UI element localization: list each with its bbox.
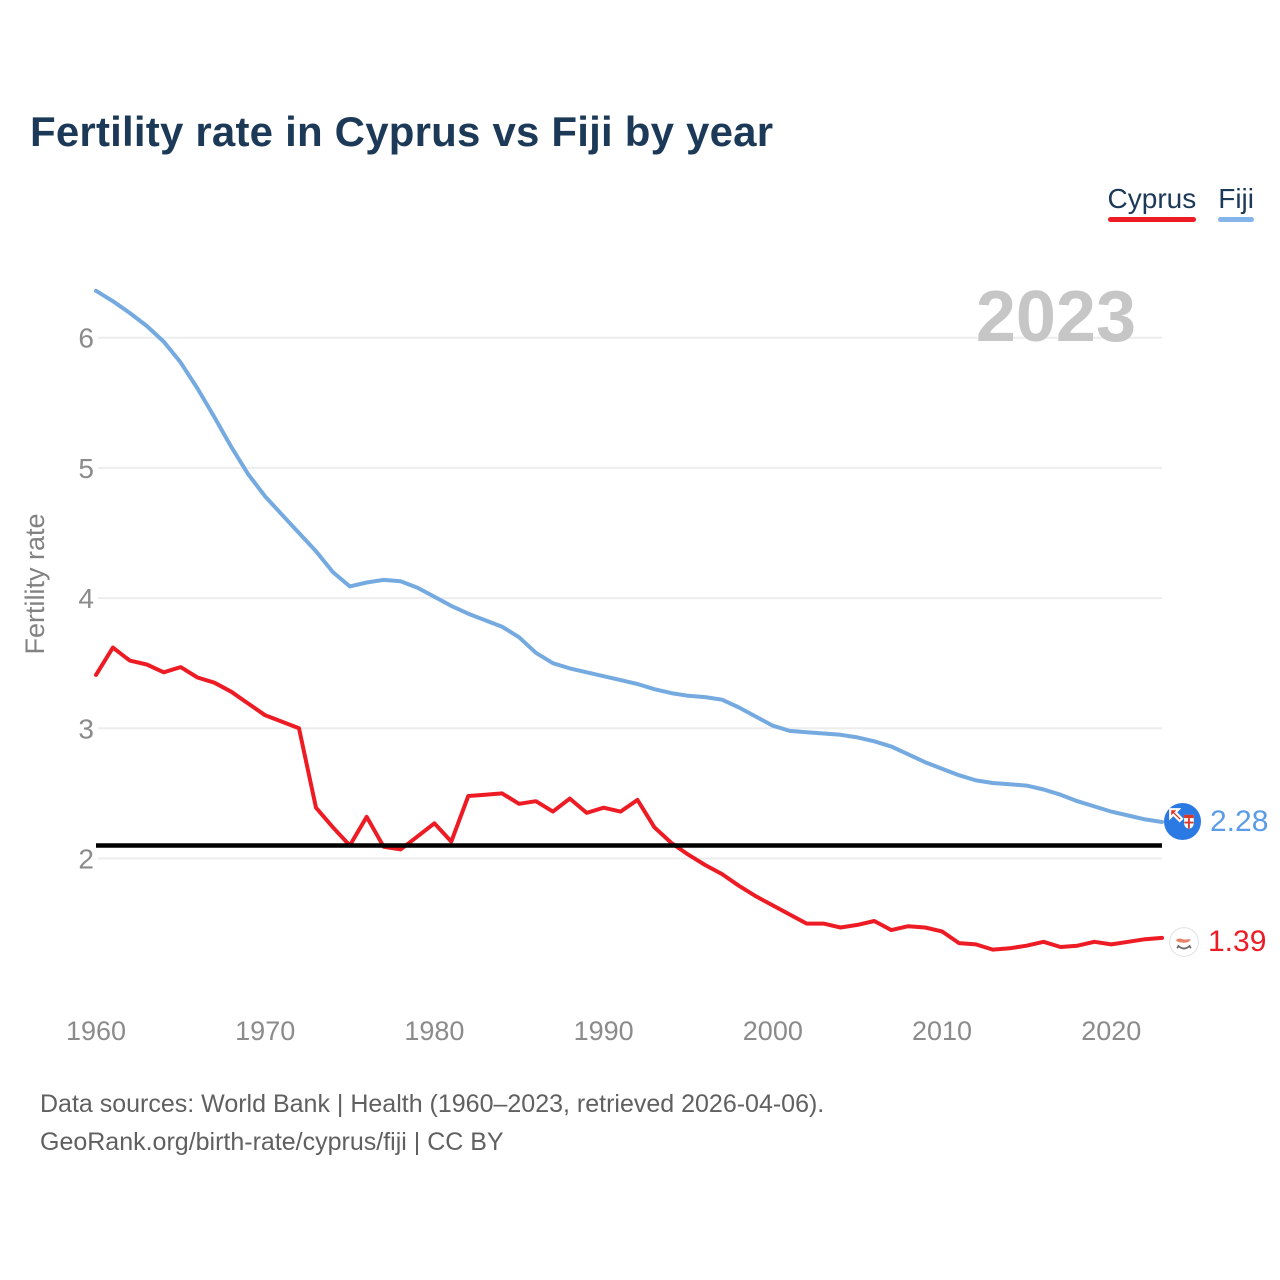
x-tick-label: 2000 — [743, 1016, 803, 1046]
y-tick-label: 3 — [78, 713, 94, 744]
fiji-flag-icon — [1164, 803, 1201, 840]
legend-label-fiji: Fiji — [1218, 183, 1254, 214]
x-tick-label: 1970 — [235, 1016, 295, 1046]
x-tick-label: 1960 — [66, 1016, 126, 1046]
cyprus-flag-icon — [1169, 927, 1199, 957]
page-title: Fertility rate in Cyprus vs Fiji by year — [30, 108, 774, 155]
legend-item-fiji[interactable]: Fiji — [1218, 183, 1254, 223]
legend-item-cyprus[interactable]: Cyprus — [1107, 183, 1197, 223]
y-tick-label: 5 — [78, 453, 94, 484]
data-source-line1: Data sources: World Bank | Health (1960–… — [40, 1090, 825, 1118]
watermark-year: 2023 — [976, 277, 1136, 357]
legend-label-cyprus: Cyprus — [1107, 183, 1197, 214]
series-line-fiji — [94, 288, 1164, 824]
end-label-cyprus: 1.39 — [1169, 925, 1266, 959]
chart-legend: Cyprus Fiji — [1107, 183, 1254, 223]
y-tick-label: 4 — [78, 583, 94, 614]
data-source-note: Data sources: World Bank | Health (1960–… — [40, 1085, 824, 1161]
x-tick-label: 2010 — [912, 1016, 972, 1046]
x-tick-label: 1990 — [574, 1016, 634, 1046]
y-axis-title: Fertility rate — [20, 513, 50, 654]
x-tick-label: 2020 — [1081, 1016, 1141, 1046]
y-tick-label: 6 — [78, 323, 94, 354]
fiji-latest-value: 2.28 — [1210, 804, 1269, 838]
data-source-line2: GeoRank.org/birth-rate/cyprus/fiji | CC … — [40, 1128, 504, 1156]
end-label-fiji: 2.28 — [1164, 803, 1268, 840]
x-tick-label: 1980 — [404, 1016, 464, 1046]
y-tick-label: 2 — [78, 844, 94, 875]
legend-underline-cyprus — [1107, 217, 1197, 223]
series-line-cyprus — [94, 645, 1164, 952]
legend-underline-fiji — [1218, 217, 1254, 223]
cyprus-latest-value: 1.39 — [1208, 925, 1267, 958]
